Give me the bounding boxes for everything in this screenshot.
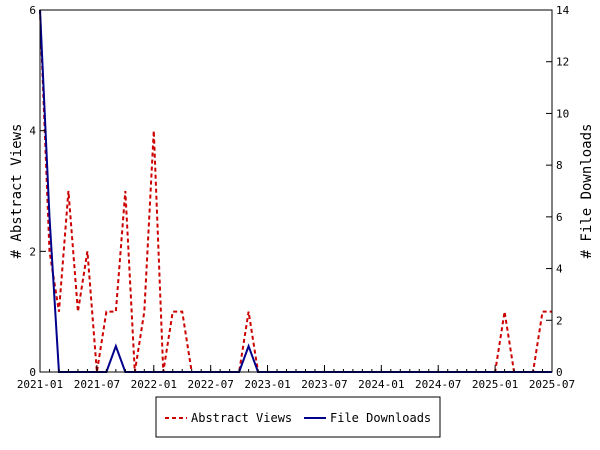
y2-tick-label: 0 [556, 366, 563, 379]
legend-label-abstract-views: Abstract Views [191, 411, 292, 425]
y2-tick-label: 2 [556, 314, 563, 327]
legend-label-file-downloads: File Downloads [330, 411, 431, 425]
y2-tick-label: 12 [556, 56, 569, 69]
legend: Abstract Views File Downloads [155, 396, 441, 438]
y-tick-label: 6 [29, 4, 36, 17]
x-tick-label: 2025-07 [529, 378, 575, 391]
y-tick-label: 4 [29, 125, 36, 138]
series-line-file-downloads [39, 9, 552, 373]
y-tick-label: 2 [29, 245, 36, 258]
x-tick-label: 2025-01 [472, 378, 518, 391]
y2-axis-title: # File Downloads [579, 124, 595, 259]
x-tick-label: 2021-07 [74, 378, 120, 391]
x-tick-label: 2024-01 [358, 378, 404, 391]
x-tick-label: 2021-01 [17, 378, 63, 391]
y2-tick-label: 4 [556, 263, 563, 276]
y-axis-title: # Abstract Views [9, 124, 25, 259]
axis-ticks: 2021-01 2021-07 2022-01 2022-07 2023-01 2023-… [17, 4, 575, 391]
x-tick-label: 2024-07 [415, 378, 461, 391]
x-tick-label: 2023-07 [301, 378, 347, 391]
y2-tick-label: 6 [556, 211, 563, 224]
legend-box [155, 396, 441, 438]
plot-lines [39, 9, 552, 373]
y2-tick-label: 14 [556, 4, 570, 17]
x-tick-label: 2023-01 [244, 378, 290, 391]
x-tick-label: 2022-01 [131, 378, 177, 391]
x-tick-label: 2022-07 [187, 378, 233, 391]
plot-frame [39, 9, 553, 373]
y2-tick-label: 8 [556, 159, 563, 172]
y2-tick-label: 10 [556, 107, 569, 120]
y-tick-label: 0 [29, 366, 36, 379]
series-line-abstract-views [39, 9, 552, 373]
